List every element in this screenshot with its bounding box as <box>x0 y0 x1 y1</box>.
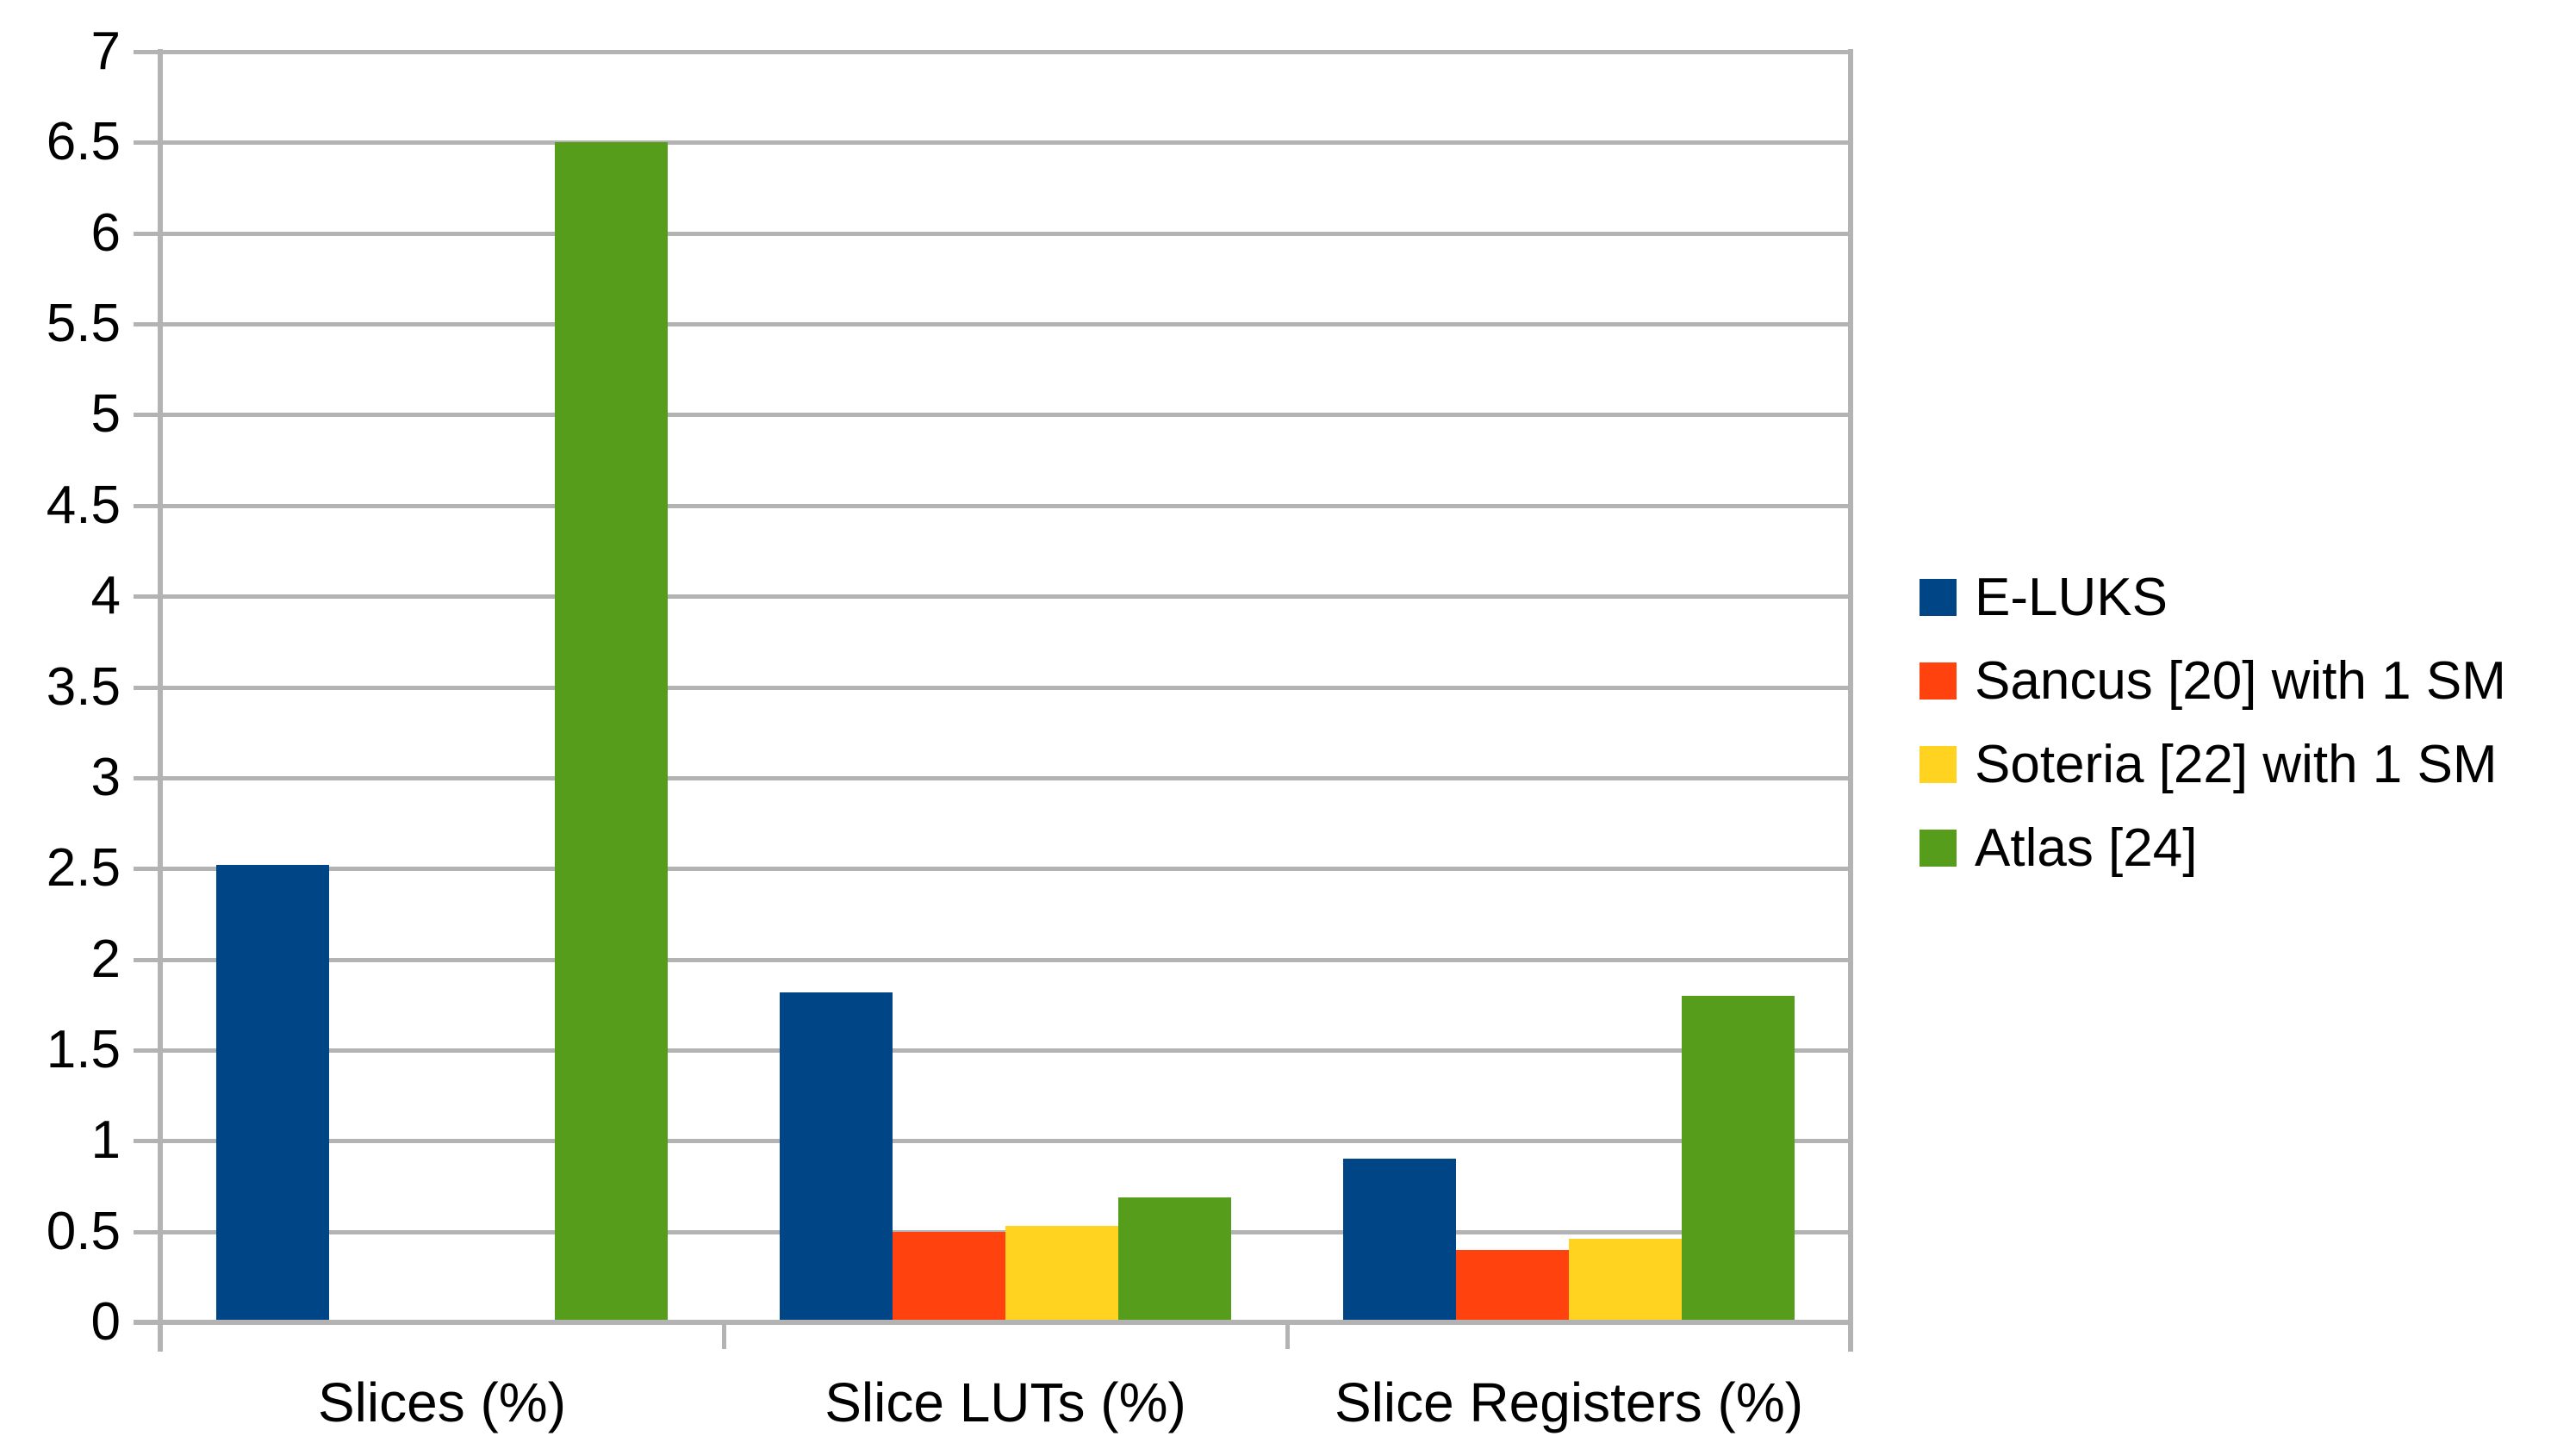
x-axis-tick <box>1285 1322 1290 1349</box>
gridline <box>134 594 1851 600</box>
legend-swatch-icon <box>1920 746 1957 783</box>
y-tick-label: 2 <box>90 929 121 989</box>
gridline <box>134 140 1851 146</box>
bar-sancus-20-with-1-sm-slice-registers <box>1456 1249 1569 1322</box>
y-tick-label: 1 <box>90 1110 121 1171</box>
legend-label: Sancus [20] with 1 SM <box>1975 650 2506 711</box>
y-tick-label: 7 <box>90 22 121 81</box>
legend-item: Sancus [20] with 1 SM <box>1920 650 2506 712</box>
legend-item: Atlas [24] <box>1920 817 2197 880</box>
gridline <box>134 775 1851 780</box>
y-tick-label: 6 <box>90 202 121 263</box>
bar-e-luks-slice-luts <box>780 992 893 1322</box>
y-tick-label: 3.5 <box>46 656 121 717</box>
y-tick-label: 3 <box>90 747 121 807</box>
y-tick-label: 6.5 <box>46 112 121 172</box>
legend-swatch-icon <box>1920 662 1957 700</box>
y-tick-label: 4 <box>90 566 121 626</box>
bar-soteria-22-with-1-sm-slice-luts <box>1005 1226 1118 1322</box>
y-tick-label: 2.5 <box>46 838 121 898</box>
gridline <box>134 413 1851 418</box>
y-tick-label: 1.5 <box>46 1019 121 1079</box>
gridline <box>134 50 1851 54</box>
legend-swatch-icon <box>1920 579 1957 616</box>
y-axis-line <box>158 49 163 1352</box>
x-category-label: Slices (%) <box>317 1371 567 1433</box>
x-axis-tick <box>722 1322 726 1349</box>
y-tick-label: 5.5 <box>46 294 121 354</box>
x-category-label: Slice Registers (%) <box>1334 1371 1804 1433</box>
y-tick-label: 0 <box>90 1292 121 1352</box>
y-tick-label: 0.5 <box>46 1201 121 1261</box>
gridline <box>134 957 1851 962</box>
legend-label: Soteria [22] with 1 SM <box>1975 734 2498 794</box>
gridline <box>134 685 1851 690</box>
plot-right-border <box>1848 49 1853 1352</box>
gridline <box>134 503 1851 508</box>
gridline <box>134 322 1851 327</box>
legend-label: Atlas [24] <box>1975 818 2198 878</box>
bar-e-luks-slices <box>216 865 329 1322</box>
gridline <box>134 1048 1851 1053</box>
legend-item: E-LUKS <box>1920 566 2168 629</box>
bar-e-luks-slice-registers <box>1343 1159 1456 1322</box>
bar-atlas-24-slice-registers <box>1682 995 1795 1322</box>
bar-atlas-24-slice-luts <box>1118 1197 1231 1322</box>
y-tick-label: 5 <box>90 384 121 445</box>
x-axis-line <box>134 1320 1851 1325</box>
legend-label: E-LUKS <box>1975 567 2168 627</box>
legend-item: Soteria [22] with 1 SM <box>1920 733 2498 796</box>
x-category-label: Slice LUTs (%) <box>824 1371 1186 1433</box>
gridline <box>134 1139 1851 1144</box>
gridline <box>134 231 1851 236</box>
bar-soteria-22-with-1-sm-slice-registers <box>1569 1239 1682 1322</box>
gridline <box>134 867 1851 872</box>
legend-swatch-icon <box>1920 830 1957 867</box>
bar-sancus-20-with-1-sm-slice-luts <box>893 1231 1005 1322</box>
bar-atlas-24-slices <box>555 142 668 1322</box>
y-tick-label: 4.5 <box>46 475 121 535</box>
